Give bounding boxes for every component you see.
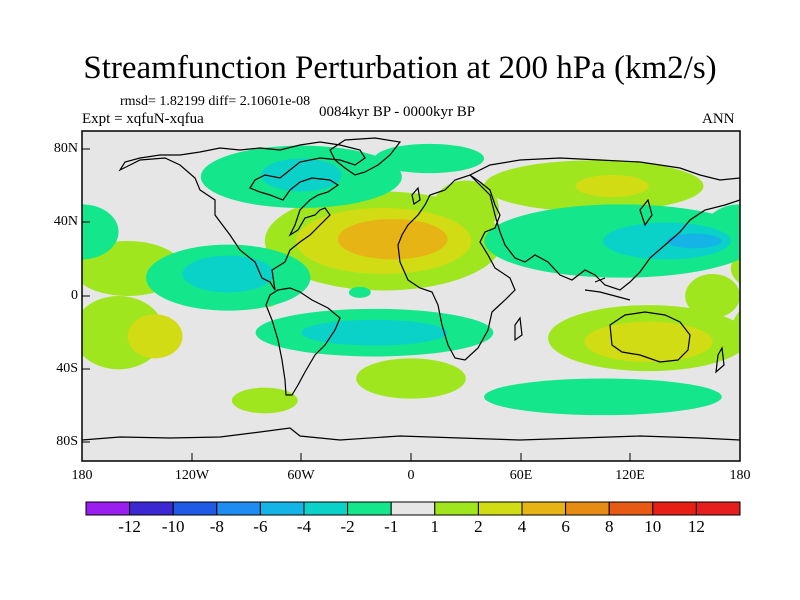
contour-region-27 (9, 234, 64, 249)
colorbar-swatch-14 (695, 501, 741, 516)
colorbar-label: 1 (430, 517, 440, 536)
contour-region-6 (356, 358, 466, 399)
colorbar-swatch-9 (477, 501, 523, 516)
colorbar-label: 6 (561, 517, 570, 536)
coastline-greenland (329, 137, 402, 176)
contour-region-15 (0, 379, 64, 416)
colorbar-label: -2 (340, 517, 355, 536)
contour-region-14 (82, 222, 101, 260)
contour-region-18 (786, 314, 800, 358)
lon-tick-0: 0 (407, 468, 415, 483)
contour-region-16 (374, 143, 485, 174)
colorbar-swatch-3 (216, 501, 261, 516)
contour-region-1 (730, 310, 740, 355)
map-title: Streamfunction Perturbation at 200 hPa (… (83, 50, 717, 86)
coastline-japan (639, 198, 653, 227)
lon-tick-180e: 180 (729, 468, 751, 483)
contour-region-3 (0, 160, 45, 211)
lat-tick-0: 0 (71, 288, 78, 303)
contour-region-4 (82, 324, 92, 352)
contour-region-26 (337, 219, 448, 260)
coastline-europe-africa (397, 174, 516, 361)
contour-region-27 (666, 233, 722, 249)
coastline-north-america (118, 141, 366, 291)
colorbar-swatch-10 (521, 501, 567, 516)
colorbar-label: -1 (384, 517, 399, 536)
lat-tick-80n: 80N (53, 141, 78, 156)
colorbar-swatch-5 (303, 501, 349, 516)
coastline-indonesia (584, 277, 631, 301)
lat-ticks (82, 148, 90, 443)
contour-region-15 (484, 378, 722, 416)
coastline-south-america (265, 287, 341, 396)
lat-tick-40n: 40N (53, 214, 78, 229)
stats-text: rmsd= 1.82199 diff= 2.10601e-08 (120, 94, 311, 109)
contour-region-22 (261, 158, 342, 192)
axis-ticks (82, 148, 631, 461)
colorbar-label: 12 (687, 517, 705, 536)
coastline-uk (411, 186, 421, 205)
colorbar-swatch-7 (390, 501, 436, 516)
colorbar-swatch-2 (172, 501, 218, 516)
lat-tick-80s: 80S (56, 434, 78, 449)
colorbar-swatch-8 (434, 501, 479, 516)
colorbar-label: 10 (644, 517, 662, 536)
coastlines (82, 137, 740, 441)
colorbar-label: -6 (253, 517, 268, 536)
lat-tick-40s: 40S (56, 361, 78, 376)
lon-tick-60w: 60W (287, 468, 315, 483)
colorbar-label: 8 (604, 517, 614, 536)
experiment-label: Expt = xqfuN-xqfua (82, 111, 204, 127)
lon-ticks (191, 453, 631, 461)
contour-region-0 (730, 253, 740, 284)
colorbar-swatch-6 (347, 501, 392, 516)
colorbar-swatch-1 (129, 501, 174, 516)
coastline-australia (609, 311, 691, 363)
period-label: 0084kyr BP - 0000kyr BP (319, 104, 476, 120)
contour-region-18 (127, 314, 183, 359)
colorbar-label: -10 (161, 517, 185, 536)
season-label: ANN (702, 111, 735, 127)
contour-region-24 (301, 319, 448, 346)
coastline-antarctica (82, 427, 740, 441)
contour-region-21 (0, 322, 55, 362)
colorbar-label: -8 (209, 517, 224, 536)
colorbar-label: 4 (517, 517, 527, 536)
coastline-asia (468, 157, 740, 291)
colorbar-swatch-12 (608, 501, 654, 516)
colorbar (85, 501, 741, 516)
contour-region-21 (584, 321, 713, 363)
colorbar-swatch-0 (85, 501, 131, 516)
coastline-new-zealand (715, 346, 725, 374)
colorbar-label: -4 (296, 517, 312, 536)
lon-tick-180w: 180 (71, 468, 93, 483)
contour-fields (0, 143, 800, 416)
contour-region-17 (348, 286, 371, 298)
colorbar-label: -12 (118, 517, 141, 536)
contour-region-23 (182, 255, 274, 293)
coastline-madagascar (514, 316, 523, 342)
colorbar-swatch-11 (565, 501, 610, 516)
contour-region-20 (575, 175, 649, 197)
colorbar-label: 2 (474, 517, 483, 536)
lon-tick-60e: 60E (509, 468, 533, 483)
contour-region-9 (685, 274, 740, 318)
colorbar-swatch-4 (259, 501, 305, 516)
contour-region-7 (231, 387, 298, 414)
colorbar-swatch-13 (652, 501, 697, 516)
lon-tick-120w: 120W (174, 468, 210, 483)
lon-tick-120e: 120E (615, 468, 645, 483)
